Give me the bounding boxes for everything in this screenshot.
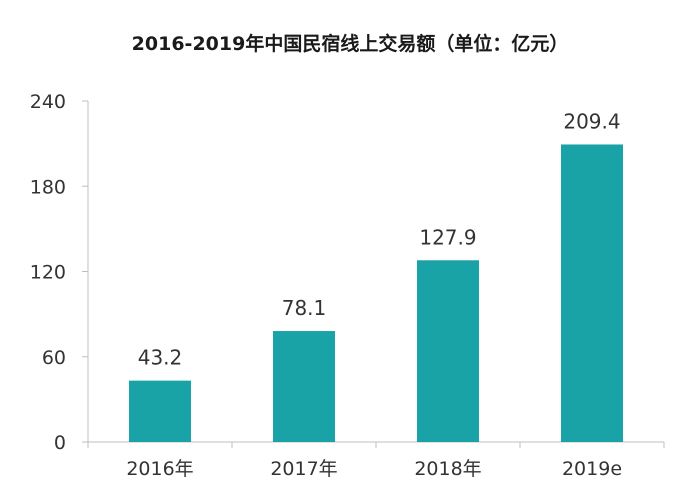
chart-title: 2016-2019年中国民宿线上交易额（单位：亿元）	[132, 32, 569, 55]
y-axis-ticks: 0 60 120 180 240	[30, 91, 88, 454]
y-tick-label: 0	[54, 432, 66, 454]
x-tick-label: 2017年	[270, 458, 337, 480]
x-tick-label: 2018年	[414, 458, 481, 480]
bar	[561, 144, 623, 443]
data-labels: 43.2 78.1 127.9 209.4	[138, 109, 621, 369]
bar	[417, 260, 479, 442]
data-label: 127.9	[419, 225, 476, 249]
bars	[129, 144, 623, 443]
y-tick-label: 60	[42, 347, 66, 369]
bar	[129, 380, 191, 442]
x-tick-label: 2019e	[562, 458, 622, 480]
bar	[273, 331, 335, 442]
x-tick-label: 2016年	[126, 458, 193, 480]
y-tick-label: 120	[30, 262, 66, 284]
x-axis-ticks: 2016年 2017年 2018年 2019e	[87, 442, 665, 480]
data-label: 43.2	[138, 346, 183, 370]
y-tick-label: 180	[30, 176, 66, 198]
data-label: 78.1	[282, 296, 327, 320]
y-tick-label: 240	[30, 91, 66, 113]
data-label: 209.4	[563, 109, 620, 133]
